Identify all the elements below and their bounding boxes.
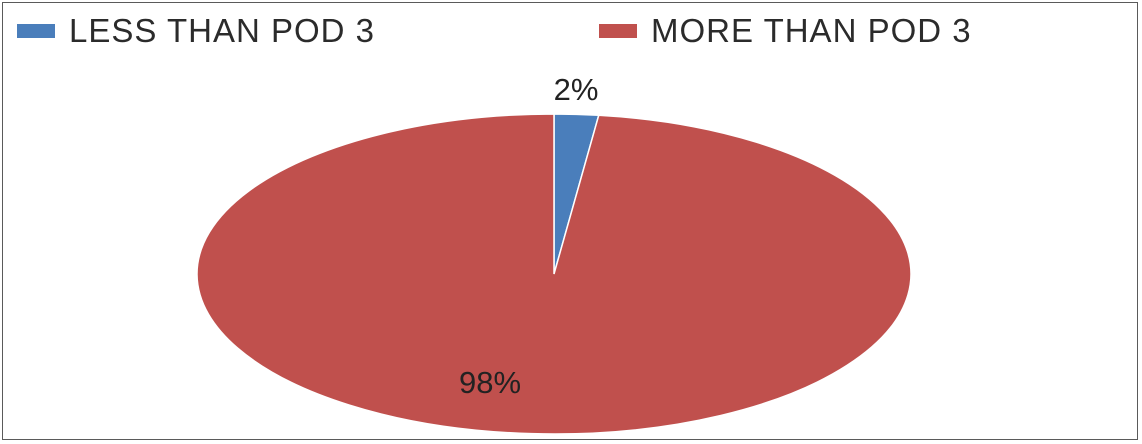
legend-swatch-more-than-pod-3 [599, 24, 637, 38]
data-label-less-than-pod-3: 2% [554, 72, 599, 107]
legend-item-more-than-pod-3: MORE THAN POD 3 [599, 12, 972, 49]
pie-slice-more-than-pod-3 [196, 113, 912, 435]
legend-label-more-than-pod-3: MORE THAN POD 3 [651, 12, 972, 49]
pie-slices [196, 113, 912, 435]
data-label-more-than-pod-3: 98% [459, 365, 521, 400]
legend-item-less-than-pod-3: LESS THAN POD 3 [17, 12, 375, 49]
legend-swatch-less-than-pod-3 [17, 24, 55, 38]
legend-label-less-than-pod-3: LESS THAN POD 3 [69, 12, 375, 49]
legend: LESS THAN POD 3 MORE THAN POD 3 [3, 12, 1137, 49]
